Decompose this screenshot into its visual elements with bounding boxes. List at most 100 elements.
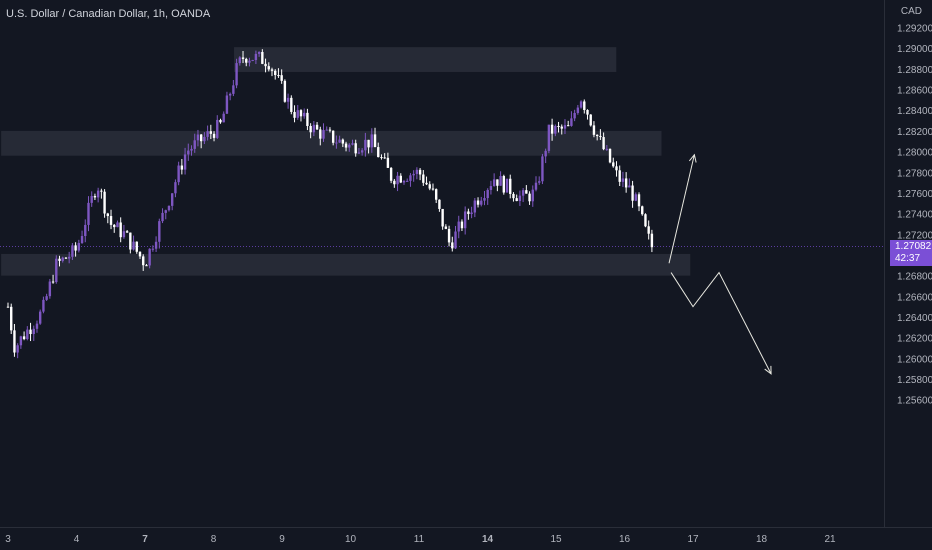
candle-body [35, 323, 39, 329]
y-tick-label: 1.27200 [897, 230, 932, 241]
candle-body [615, 166, 618, 171]
projection-arrowhead-1 [688, 153, 697, 163]
candle-body [489, 186, 493, 190]
candle-body [322, 129, 325, 139]
candle-body [87, 202, 90, 225]
currency-label: CAD [900, 6, 922, 17]
candle-body [286, 97, 290, 102]
candle-body [193, 140, 196, 149]
last-price-tag: 1.27082 42:37 [890, 239, 932, 266]
candle-body [190, 148, 193, 151]
candle-body [48, 281, 52, 297]
candle-body [84, 224, 87, 237]
x-tick-label: 4 [74, 534, 80, 545]
candle-body [328, 129, 332, 131]
candle-body [299, 110, 303, 117]
candle-body [270, 69, 274, 71]
candle-body [634, 194, 638, 201]
candle-body [563, 125, 567, 129]
candle-body [183, 154, 187, 170]
candle-body [16, 345, 19, 353]
x-tick-label: 16 [619, 534, 631, 545]
candle-body [431, 188, 435, 190]
candle-body [216, 119, 219, 138]
candle-body [235, 63, 238, 86]
candle-body [135, 241, 138, 252]
candle-body [547, 124, 551, 151]
candle-body [325, 129, 328, 131]
candle-body [254, 53, 258, 61]
candle-body [170, 193, 174, 206]
candle-body [515, 198, 518, 202]
candle-body [650, 233, 654, 248]
candle-body [222, 113, 225, 123]
candle-body [457, 221, 460, 232]
y-tick-label: 1.26000 [897, 354, 932, 365]
candle-body [283, 80, 287, 102]
candle-body [257, 51, 261, 54]
candle-body [119, 222, 122, 238]
candle-body [42, 299, 45, 312]
y-tick-label: 1.29200 [897, 24, 932, 35]
y-tick-label: 1.28400 [897, 106, 932, 117]
candle-body [528, 193, 531, 202]
candle-body [592, 125, 596, 135]
last-price-value: 1.27082 [895, 240, 932, 252]
candle-body [302, 112, 306, 117]
candle-body [132, 241, 135, 250]
candle-body [341, 139, 345, 144]
candle-body [238, 57, 242, 64]
candle-body [196, 134, 200, 141]
candle-body [164, 210, 167, 213]
chart-title: U.S. Dollar / Canadian Dollar, 1h, OANDA [6, 8, 211, 20]
candle-body [26, 329, 29, 340]
candle-body [228, 93, 232, 96]
candle-body [512, 193, 515, 199]
candle-body [267, 66, 270, 70]
candle-body [595, 134, 599, 137]
candle-body [203, 136, 206, 142]
candle-body [492, 179, 496, 187]
candle-body [19, 336, 23, 346]
candle-body [58, 258, 61, 261]
x-tick-label: 7 [142, 534, 148, 545]
candle-body [631, 185, 634, 201]
candle-body [161, 212, 164, 222]
candle-body [383, 157, 386, 159]
candle-body [541, 156, 544, 182]
candle-body [315, 124, 319, 130]
candle-body [331, 130, 335, 143]
candle-body [177, 165, 180, 183]
y-tick-label: 1.28600 [897, 86, 932, 97]
candle-body [274, 70, 277, 76]
candle-body [71, 245, 74, 257]
candle-body [557, 125, 560, 127]
y-tick-label: 1.28800 [897, 65, 932, 76]
candle-body [412, 173, 415, 176]
candle-body [187, 150, 190, 155]
candle-body [212, 133, 216, 138]
candle-body [393, 180, 396, 185]
y-tick-label: 1.28200 [897, 127, 932, 138]
y-tick-label: 1.26400 [897, 313, 932, 324]
y-tick-label: 1.29000 [897, 44, 932, 55]
candle-body [505, 178, 509, 193]
candle-body [38, 311, 42, 324]
x-tick-label: 15 [550, 534, 562, 545]
candle-body [579, 101, 583, 108]
candle-body [583, 101, 586, 110]
candle-body [521, 190, 525, 196]
candle-body [451, 242, 454, 249]
candle-body [509, 178, 512, 194]
candle-body [116, 222, 119, 228]
candle-body [55, 258, 58, 283]
candle-body [67, 256, 71, 259]
candle-body [335, 142, 338, 144]
candle-body [357, 152, 361, 154]
candle-body [438, 199, 441, 209]
projection-path-2 [670, 271, 772, 375]
candle-body [309, 125, 312, 133]
candle-body [306, 112, 309, 126]
